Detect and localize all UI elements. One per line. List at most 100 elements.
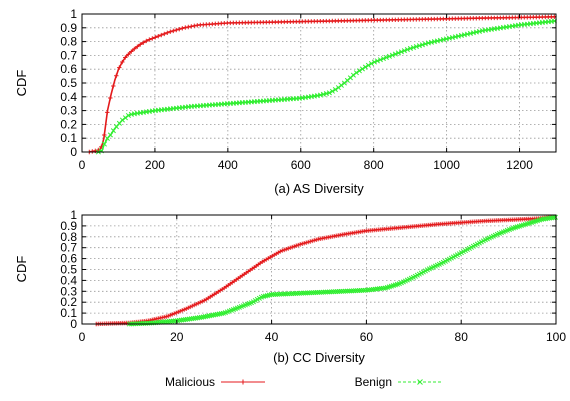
series-line-malicious — [89, 16, 557, 153]
data-point-malicious — [101, 144, 103, 146]
y-axis-label: CDF — [14, 256, 29, 283]
series-markers-malicious — [87, 14, 557, 155]
y-tick-label: 0.3 — [60, 284, 77, 298]
data-point-malicious — [336, 20, 338, 22]
data-point-benign — [482, 29, 484, 32]
y-tick-label: 0.8 — [60, 230, 77, 244]
grid — [82, 215, 556, 324]
data-point-malicious — [409, 18, 411, 21]
series-markers-benign — [126, 214, 558, 327]
data-point-benign — [227, 103, 229, 105]
legend-sample-malicious — [221, 379, 265, 385]
data-point-malicious — [183, 27, 185, 29]
y-tick-label: 0.5 — [60, 76, 77, 90]
data-point-benign — [318, 94, 320, 97]
legend-sample-benign — [398, 379, 442, 385]
y-tick-label: 0.1 — [60, 306, 77, 320]
y-tick-label: 0.5 — [60, 263, 77, 277]
data-point-malicious — [168, 31, 171, 33]
axis-ticks: 00.10.20.30.40.50.60.70.80.91 0 20 40 60 80 10… — [60, 208, 566, 344]
data-point-benign — [294, 292, 296, 295]
data-point-benign — [125, 116, 127, 119]
data-point-benign — [110, 133, 112, 135]
legend-label-malicious: Malicious — [165, 375, 215, 389]
series-line-benign — [98, 20, 557, 153]
y-tick-label: 0.8 — [60, 35, 77, 49]
data-point-benign — [336, 87, 338, 90]
data-point-benign — [223, 312, 225, 314]
x-tick-label: 1200 — [506, 158, 533, 172]
panel-cc-diversity: 00.10.20.30.40.50.60.70.80.91 0 20 40 60 80 10… — [14, 208, 566, 365]
data-point-benign — [446, 38, 448, 40]
data-point-benign — [365, 289, 367, 291]
x-tick-label: 100 — [546, 330, 566, 344]
data-point-malicious — [154, 36, 156, 39]
data-point-malicious — [227, 22, 229, 24]
y-tick-label: 1 — [70, 208, 77, 222]
series-line-malicious — [96, 216, 557, 325]
data-point-benign — [455, 254, 458, 256]
data-point-benign — [373, 61, 375, 63]
data-point-malicious — [166, 315, 168, 317]
x-tick-label: 20 — [170, 330, 184, 344]
y-tick-label: 0.9 — [60, 219, 77, 233]
series-markers-benign — [95, 18, 557, 155]
data-point-malicious — [299, 243, 301, 246]
data-point-benign — [271, 293, 273, 296]
data-point-benign — [152, 322, 154, 324]
data-point-benign — [409, 47, 411, 50]
data-point-malicious — [446, 18, 448, 20]
y-tick-label: 0.4 — [60, 90, 77, 104]
data-point-benign — [106, 137, 109, 139]
axis-ticks: 00.10.20.30.40.50.60.70.80.91 0 200 400 600 8… — [60, 7, 556, 172]
data-point-benign — [427, 42, 429, 44]
data-point-malicious — [460, 222, 462, 224]
data-point-benign — [427, 268, 429, 271]
data-point-malicious — [261, 261, 263, 263]
data-point-benign — [484, 239, 486, 241]
data-point-benign — [136, 112, 138, 114]
data-point-benign — [342, 290, 344, 292]
data-point-malicious — [531, 218, 533, 220]
y-tick-label: 0 — [70, 145, 77, 159]
data-point-malicious — [280, 250, 282, 252]
series-malicious — [94, 215, 557, 327]
x-tick-label: 0 — [79, 330, 86, 344]
data-point-malicious — [105, 123, 107, 125]
data-point-benign — [318, 291, 320, 293]
x-tick-label: 200 — [145, 158, 165, 172]
data-point-malicious — [204, 299, 206, 301]
data-point-malicious — [263, 21, 265, 23]
data-point-malicious — [413, 225, 415, 228]
data-point-malicious — [147, 320, 149, 322]
data-point-malicious — [223, 287, 225, 289]
data-point-benign — [498, 232, 500, 235]
y-tick-label: 0.3 — [60, 104, 77, 118]
data-point-benign — [365, 65, 367, 68]
data-point-malicious — [365, 230, 367, 232]
x-tick-label: 600 — [291, 158, 311, 172]
data-point-malicious — [103, 137, 105, 139]
data-point-benign — [114, 127, 116, 130]
x-tick-label: 400 — [218, 158, 238, 172]
y-tick-label: 0.4 — [60, 273, 77, 287]
x-tick-label: 1000 — [433, 158, 460, 172]
panel-caption: (b) CC Diversity — [273, 350, 365, 365]
grid — [82, 14, 556, 152]
data-point-benign — [384, 287, 386, 289]
y-tick-label: 0 — [70, 317, 77, 331]
y-axis-label: CDF — [14, 70, 29, 97]
data-point-benign — [154, 110, 156, 112]
data-point-benign — [237, 307, 240, 309]
data-point-benign — [526, 223, 529, 225]
data-point-malicious — [198, 24, 200, 26]
panel-caption: (a) AS Diversity — [274, 181, 364, 196]
y-tick-label: 0.1 — [60, 131, 77, 145]
data-point-benign — [398, 283, 401, 285]
data-point-malicious — [139, 43, 141, 45]
data-point-benign — [512, 227, 514, 229]
x-tick-label: 40 — [265, 330, 279, 344]
data-point-malicious — [242, 274, 244, 276]
y-tick-label: 0.7 — [60, 48, 77, 62]
